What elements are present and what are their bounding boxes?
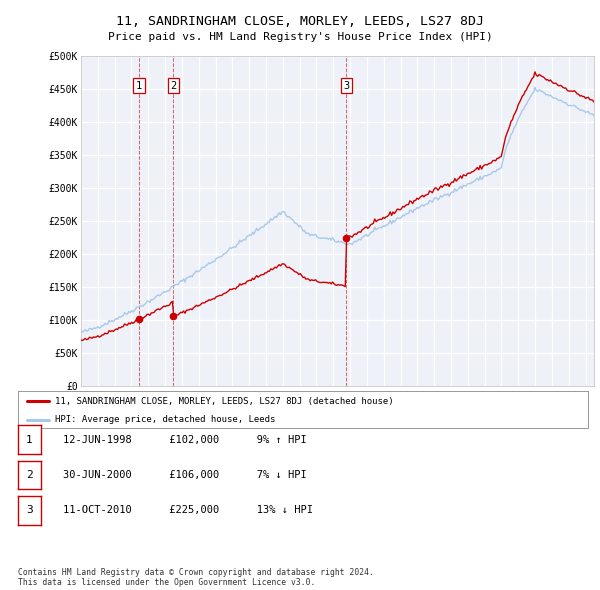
Text: 3: 3 [343,81,350,91]
Text: 3: 3 [26,506,33,515]
Text: 2: 2 [170,81,176,91]
Text: 2: 2 [26,470,33,480]
Text: Contains HM Land Registry data © Crown copyright and database right 2024.
This d: Contains HM Land Registry data © Crown c… [18,568,374,587]
Text: 1: 1 [26,435,33,444]
Text: HPI: Average price, detached house, Leeds: HPI: Average price, detached house, Leed… [55,415,275,424]
Text: Price paid vs. HM Land Registry's House Price Index (HPI): Price paid vs. HM Land Registry's House … [107,32,493,42]
Text: 11-OCT-2010      £225,000      13% ↓ HPI: 11-OCT-2010 £225,000 13% ↓ HPI [63,506,313,515]
Text: 1: 1 [136,81,142,91]
Text: 12-JUN-1998      £102,000      9% ↑ HPI: 12-JUN-1998 £102,000 9% ↑ HPI [63,435,307,444]
Text: 11, SANDRINGHAM CLOSE, MORLEY, LEEDS, LS27 8DJ (detached house): 11, SANDRINGHAM CLOSE, MORLEY, LEEDS, LS… [55,397,394,406]
Text: 30-JUN-2000      £106,000      7% ↓ HPI: 30-JUN-2000 £106,000 7% ↓ HPI [63,470,307,480]
Text: 11, SANDRINGHAM CLOSE, MORLEY, LEEDS, LS27 8DJ: 11, SANDRINGHAM CLOSE, MORLEY, LEEDS, LS… [116,15,484,28]
